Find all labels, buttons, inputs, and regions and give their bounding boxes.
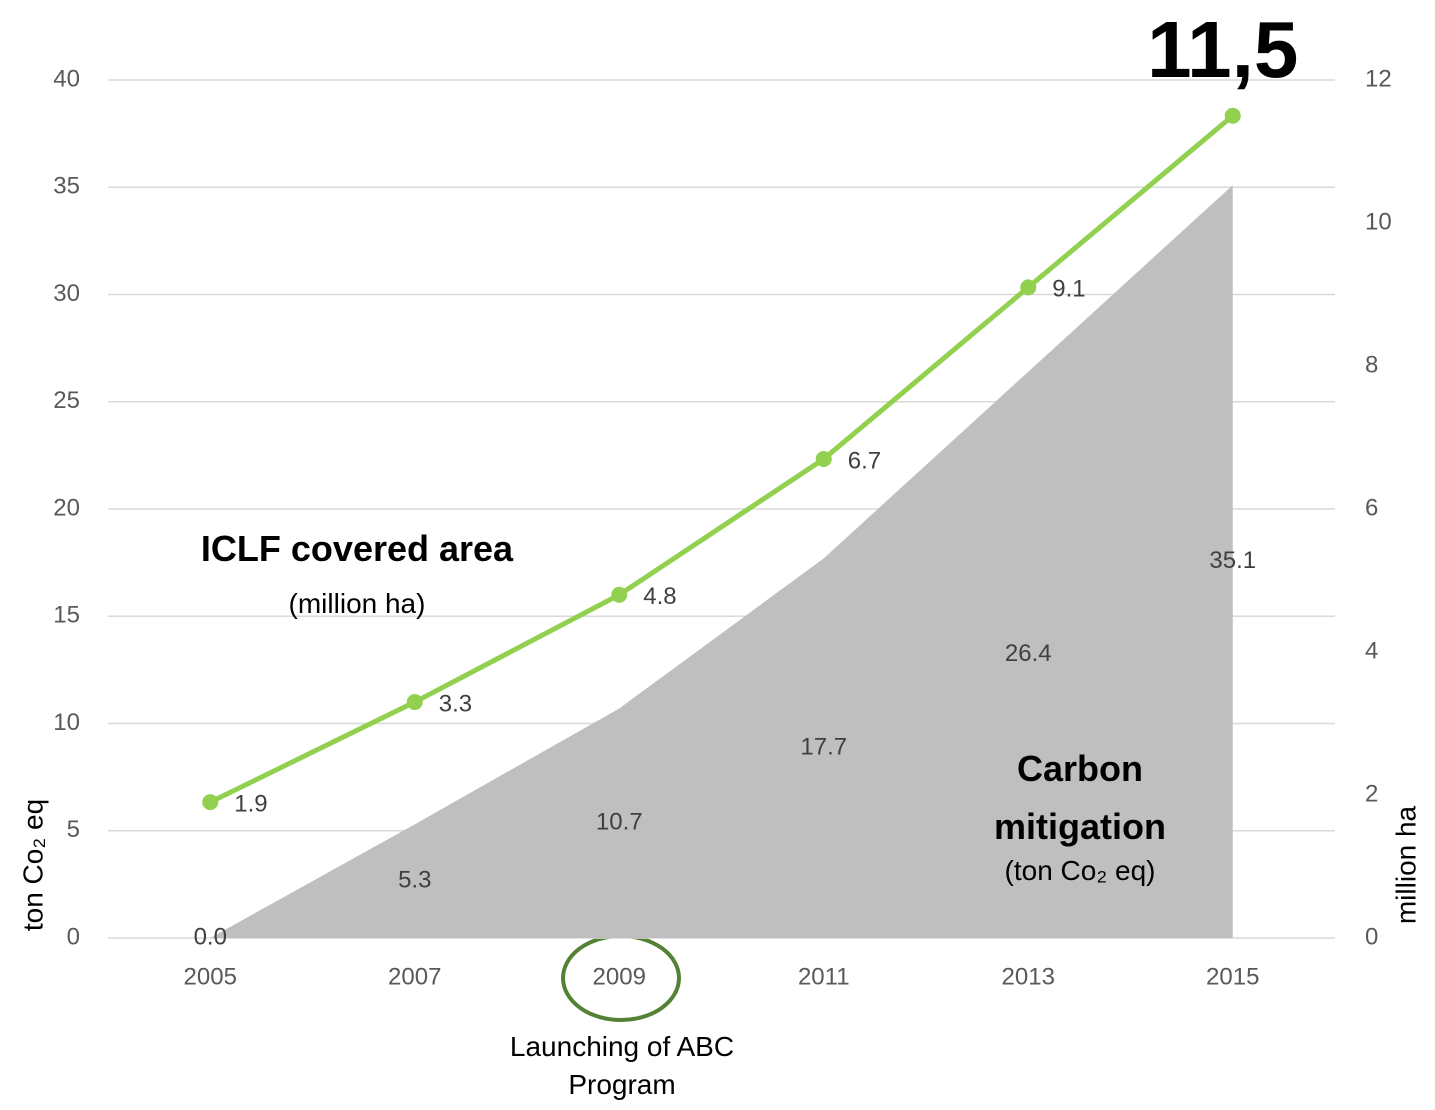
y2-tick-label: 8 (1365, 351, 1378, 378)
y2-tick-label: 0 (1365, 923, 1378, 950)
data-label: 17.7 (800, 734, 847, 761)
y-tick-label: 10 (53, 709, 80, 736)
y2-tick-label: 2 (1365, 780, 1378, 807)
x-tick-label: 2005 (184, 963, 237, 990)
data-label: 5.3 (398, 867, 431, 894)
line (209, 113, 1235, 805)
data-label: 9.1 (1052, 276, 1085, 303)
y-tick-label: 35 (53, 173, 80, 200)
marker (1020, 279, 1037, 296)
y-tick-label: 0 (67, 923, 80, 950)
x-tick-label: 2011 (798, 963, 850, 990)
y-tick-label: 30 (53, 280, 80, 307)
annotation: ICLF covered area (200, 528, 514, 569)
data-label: 26.4 (1005, 640, 1052, 667)
annotation: Carbon mitigation (994, 748, 1166, 847)
data-label: 10.7 (596, 809, 643, 836)
area (210, 185, 1233, 939)
data-label: 1.9 (234, 790, 267, 817)
data-label: 6.7 (848, 447, 881, 474)
marker (611, 586, 628, 603)
annotation: Launching of ABC Program (509, 1031, 735, 1100)
y-tick-label: 40 (53, 65, 80, 92)
x-tick-label: 2015 (1206, 963, 1259, 990)
y-tick-label: 25 (53, 387, 80, 414)
marker (815, 450, 832, 467)
y-axis-label: ton Co₂ eq (17, 799, 48, 931)
data-label: 0.0 (194, 923, 227, 950)
marker (1224, 107, 1241, 124)
y-tick-label: 5 (67, 816, 80, 843)
y2-tick-label: 6 (1365, 494, 1378, 521)
annotation: (ton Co₂ eq) (1004, 855, 1156, 886)
x-tick-label: 2009 (593, 963, 646, 990)
data-label: 4.8 (643, 583, 676, 610)
data-label: 3.3 (439, 690, 472, 717)
y2-axis-label: million ha (1390, 805, 1421, 924)
x-tick-label: 2007 (388, 963, 441, 990)
y2-tick-label: 4 (1365, 637, 1378, 664)
x-tick-label: 2013 (1002, 963, 1055, 990)
marker (202, 794, 219, 811)
y-tick-label: 20 (53, 494, 80, 521)
y2-tick-label: 10 (1365, 208, 1392, 235)
annotation: (million ha) (288, 588, 426, 619)
marker (406, 694, 423, 711)
data-label: 35.1 (1209, 547, 1256, 574)
data-label: 11,5 (1147, 5, 1298, 94)
y-tick-label: 15 (53, 602, 80, 629)
y2-tick-label: 12 (1365, 65, 1392, 92)
